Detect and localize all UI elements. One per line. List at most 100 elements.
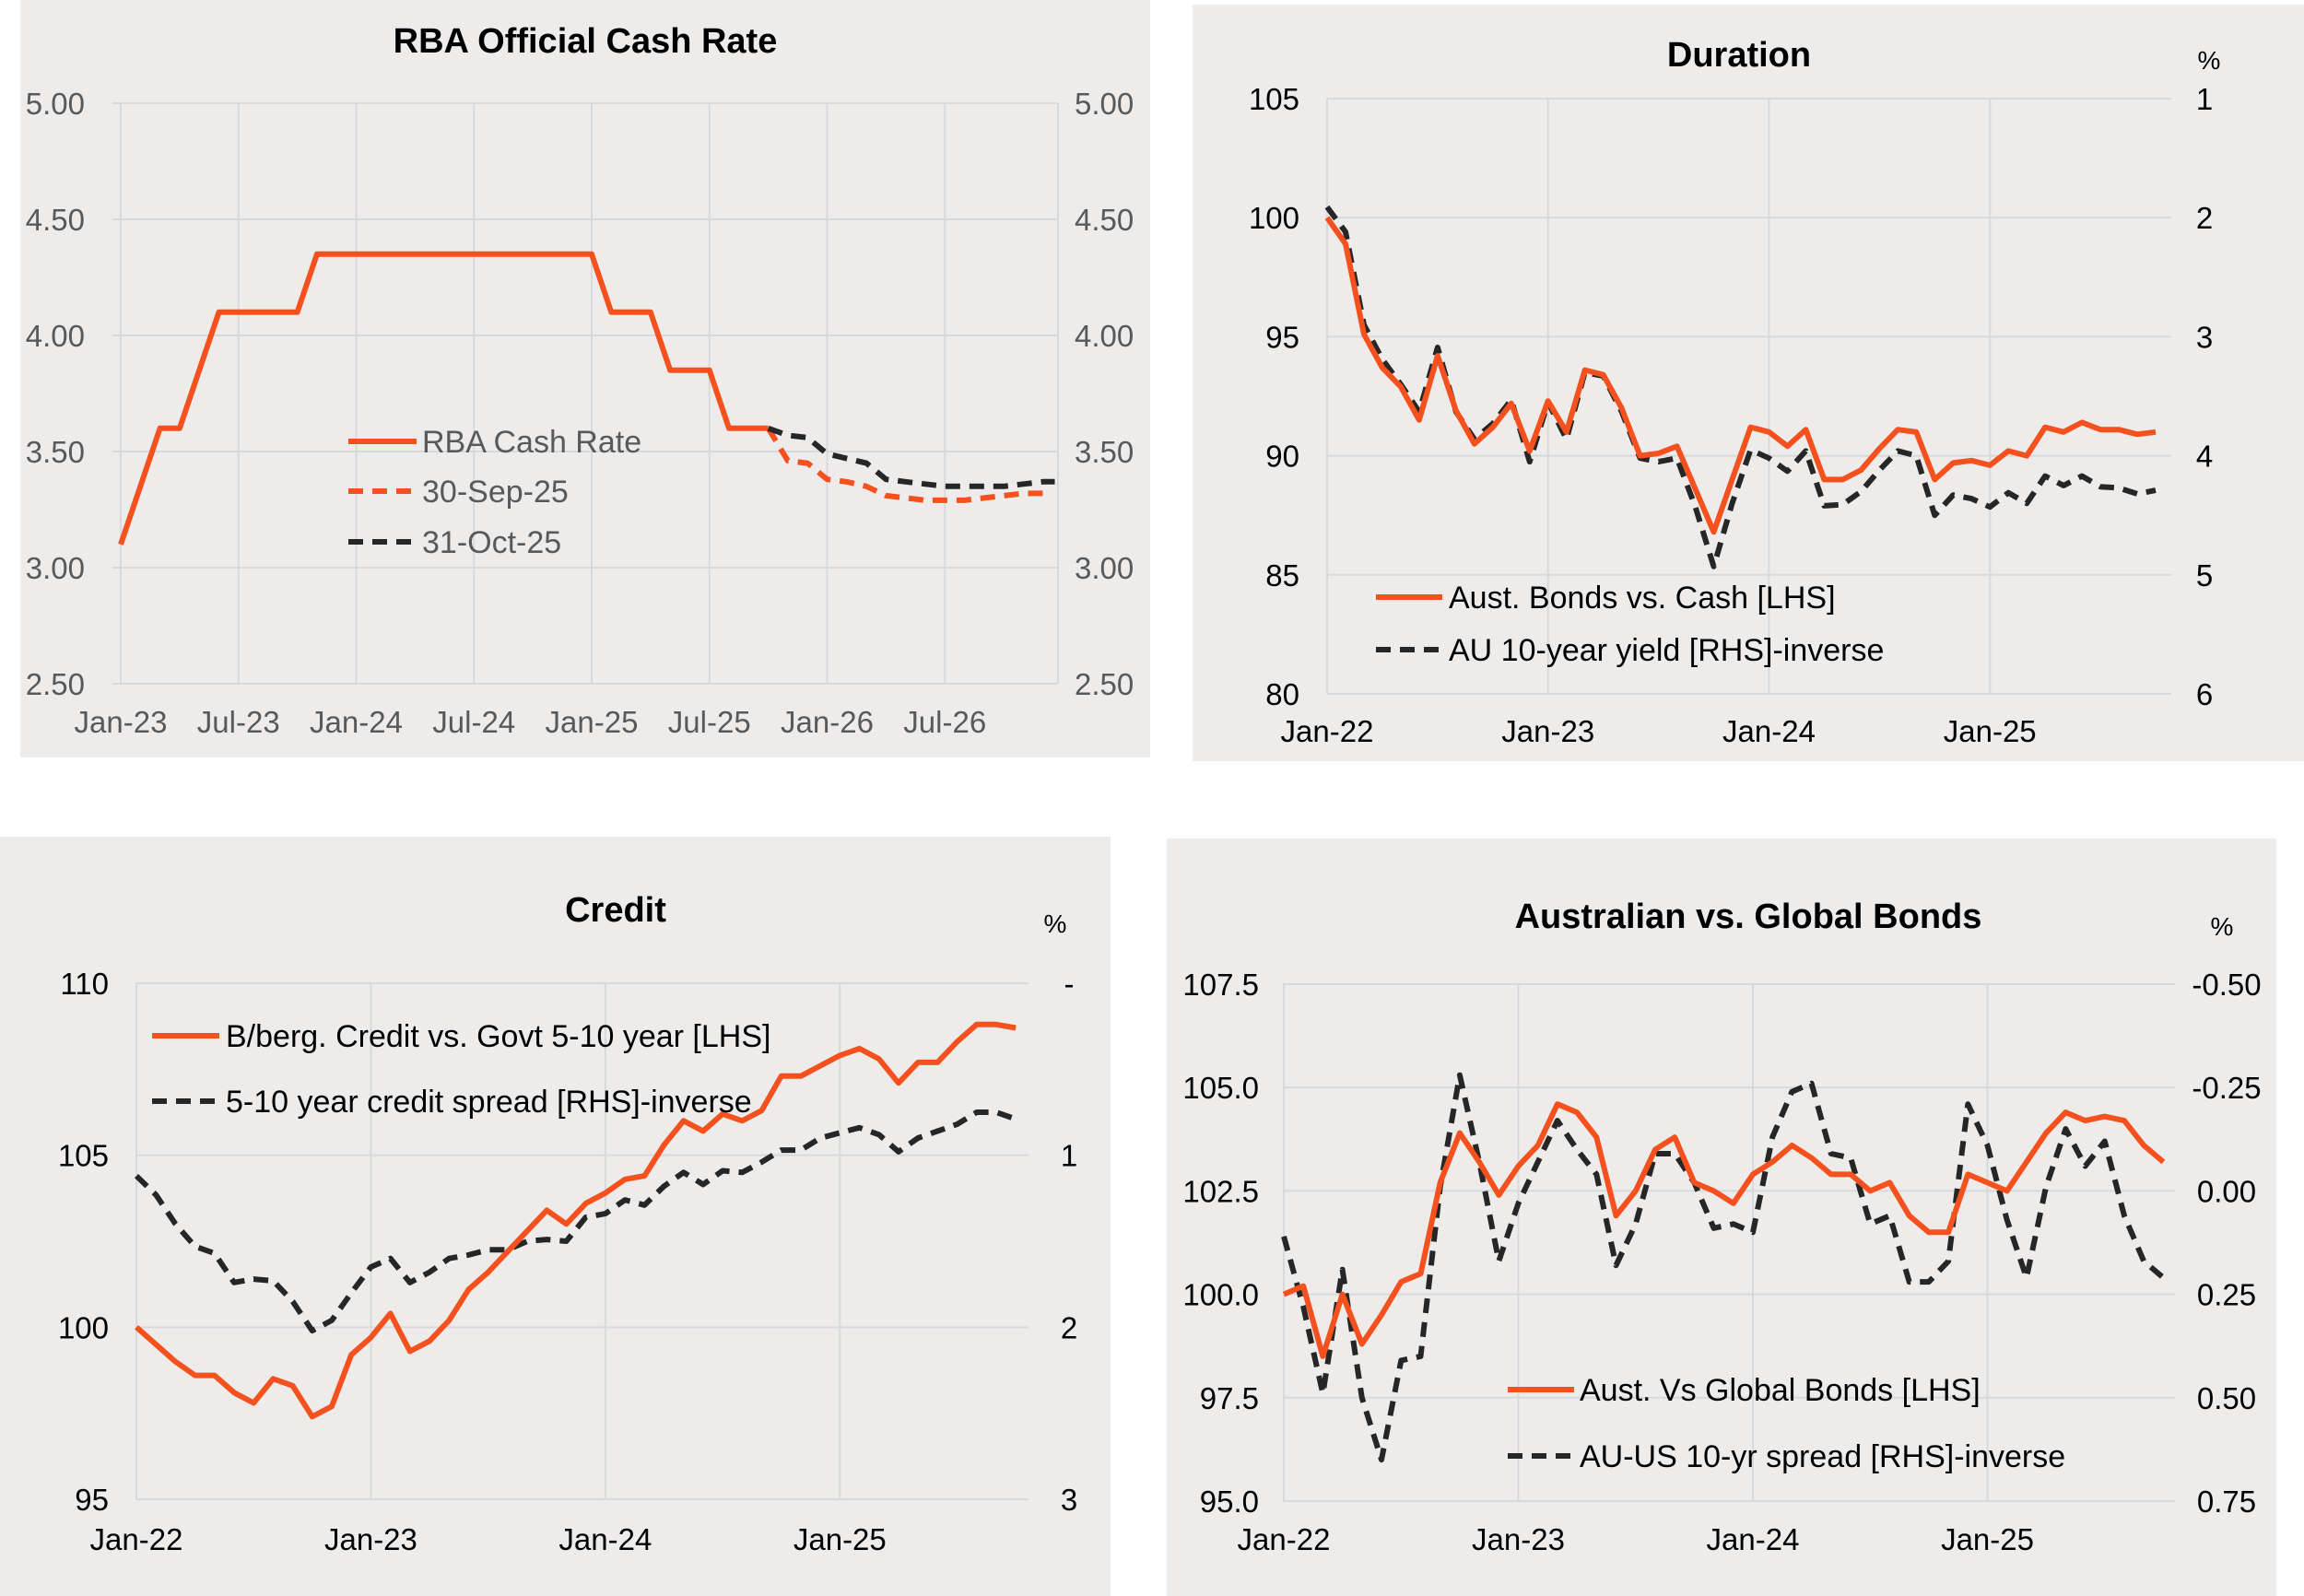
y-tick-label: 4.50 <box>26 203 85 237</box>
y-tick-label: 107.5 <box>1182 968 1259 1002</box>
y2-tick-label: 0.75 <box>2197 1485 2256 1519</box>
y-tick-label: 105.0 <box>1182 1071 1259 1105</box>
y2-tick-label: 3 <box>1061 1483 1077 1517</box>
aus-vs-global-bonds-chart: Australian vs. Global Bonds % 107.5 105.0… <box>1182 898 2261 1556</box>
x-tick-label: Jan-22 <box>1238 1522 1331 1556</box>
x-tick-label: Jan-24 <box>1707 1522 1800 1556</box>
series-line-31-oct-25 <box>767 425 1055 489</box>
y-tick-label: 100 <box>1249 201 1299 235</box>
y-tick-label: 5.00 <box>26 87 85 121</box>
chart-title: Credit <box>565 891 666 930</box>
y2-tick-label: 2 <box>1061 1310 1077 1344</box>
chart-title: Australian vs. Global Bonds <box>1515 898 1982 936</box>
duration-chart: Duration % 105 100 95 90 85 80 1 2 3 4 5 6 Jan-22 Jan… <box>1249 36 2221 748</box>
x-tick-label: Jan-24 <box>310 705 403 739</box>
series-line-au-us-10-yr-spread-rhs-inverse <box>1281 1072 2166 1463</box>
series-line-b-berg-credit-vs-govt-5-10-year-lhs <box>135 1021 1017 1420</box>
right-axis-unit: % <box>2211 912 2234 941</box>
y2-tick-label: -0.50 <box>2192 968 2261 1002</box>
rba-cash-rate-chart: RBA Official Cash Rate 5.00 4.50 4.00 3.50 3… <box>26 22 1134 739</box>
y2-tick-label: 4 <box>2196 440 2213 474</box>
series-line-aust-bonds-vs-cash-lhs <box>1324 216 2157 535</box>
series-line-au-10-year-yield-rhs-inverse <box>1324 205 2157 569</box>
y2-tick-label: 5 <box>2196 558 2213 593</box>
y-tick-label: 3.00 <box>26 551 85 585</box>
x-tick-label: Jan-25 <box>546 705 639 739</box>
right-axis-unit: % <box>1044 909 1067 938</box>
y2-tick-label: 3 <box>2196 320 2213 354</box>
rba-cash-rate-panel <box>20 0 1150 757</box>
series-line-5-10-year-credit-spread-rhs-inverse <box>134 1109 1017 1334</box>
legend: Aust. Vs Global Bonds [LHS] AU-US 10-yr … <box>1508 1373 2065 1474</box>
y-tick-label: 105 <box>58 1139 109 1173</box>
y-tick-label: 100.0 <box>1182 1278 1259 1312</box>
x-tick-label: Jul-26 <box>903 705 986 739</box>
x-tick-label: Jan-25 <box>793 1522 887 1556</box>
y-tick-label: 4.00 <box>26 319 85 353</box>
x-tick-label: Jul-24 <box>432 705 515 739</box>
y-tick-label: 90 <box>1265 440 1299 474</box>
y2-tick-label: 0.50 <box>2197 1381 2256 1415</box>
x-tick-label: Jan-24 <box>1722 714 1816 748</box>
series-line-aust-vs-global-bonds-lhs <box>1282 1101 2166 1359</box>
x-tick-label: Jan-22 <box>1281 714 1374 748</box>
legend-label: 5-10 year credit spread [RHS]-inverse <box>226 1085 752 1120</box>
y2-tick-label: 0.25 <box>2197 1278 2256 1312</box>
y-tick-label: 100 <box>58 1310 109 1344</box>
aus-vs-global-bonds-panel <box>1167 839 2276 1596</box>
chart-title: Duration <box>1667 36 1811 75</box>
y2-tick-label: 5.00 <box>1075 87 1134 121</box>
right-axis-unit: % <box>2198 46 2221 75</box>
x-tick-label: Jul-23 <box>197 705 280 739</box>
y-tick-label: 97.5 <box>1200 1381 1259 1415</box>
legend-label: AU 10-year yield [RHS]-inverse <box>1449 633 1884 668</box>
x-tick-label: Jan-23 <box>1472 1522 1565 1556</box>
y-tick-label: 80 <box>1265 677 1299 711</box>
y-tick-label: 105 <box>1249 82 1299 116</box>
y2-tick-label: 4.50 <box>1075 203 1134 237</box>
series-line-30-sep-25 <box>766 427 1043 503</box>
y-tick-label: 85 <box>1265 558 1299 593</box>
y2-tick-label: 0.00 <box>2197 1174 2256 1208</box>
legend-label: Aust. Vs Global Bonds [LHS] <box>1580 1373 1981 1408</box>
y-tick-label: 102.5 <box>1182 1174 1259 1208</box>
legend-label: RBA Cash Rate <box>422 425 641 460</box>
y2-tick-label: -0.25 <box>2192 1071 2261 1105</box>
y-tick-label: 110 <box>60 967 109 1001</box>
x-tick-label: Jan-24 <box>558 1522 652 1556</box>
legend-label: Aust. Bonds vs. Cash [LHS] <box>1449 581 1836 616</box>
legend: B/berg. Credit vs. Govt 5-10 year [LHS] … <box>152 1019 770 1120</box>
y-tick-label: 95 <box>1265 320 1299 354</box>
y2-tick-label: 1 <box>1061 1139 1077 1173</box>
x-tick-label: Jan-26 <box>781 705 874 739</box>
y2-tick-label: 3.00 <box>1075 551 1134 585</box>
y-tick-label: 95 <box>75 1483 109 1517</box>
duration-panel <box>1193 5 2304 761</box>
y-tick-label: 3.50 <box>26 435 85 469</box>
legend: Aust. Bonds vs. Cash [LHS] AU 10-year yi… <box>1376 581 1884 668</box>
y2-tick-label: 6 <box>2196 677 2213 711</box>
x-tick-label: Jan-25 <box>1944 714 2037 748</box>
legend-label: 30-Sep-25 <box>422 475 569 510</box>
x-tick-label: Jan-25 <box>1941 1522 2034 1556</box>
y-tick-label: 2.50 <box>26 667 85 701</box>
y-tick-label: 95.0 <box>1200 1485 1259 1519</box>
y2-tick-label: 3.50 <box>1075 435 1134 469</box>
y2-tick-label: 1 <box>2196 82 2213 116</box>
x-tick-label: Jan-23 <box>1501 714 1594 748</box>
series-line-rba-cash-rate <box>118 251 769 546</box>
y2-tick-label: 4.00 <box>1075 319 1134 353</box>
legend-label: B/berg. Credit vs. Govt 5-10 year [LHS] <box>226 1019 770 1054</box>
chart-title: RBA Official Cash Rate <box>394 22 778 61</box>
y2-tick-label: 2 <box>2196 201 2213 235</box>
y2-tick-label: - <box>1064 967 1075 1001</box>
legend-label: 31-Oct-25 <box>422 525 561 560</box>
x-tick-label: Jan-23 <box>324 1522 417 1556</box>
credit-chart: Credit % 110 105 100 95 - 1 2 3 Jan-22 Jan-23 Jan-… <box>58 891 1077 1556</box>
legend-label: AU-US 10-yr spread [RHS]-inverse <box>1580 1439 2065 1474</box>
x-tick-label: Jul-25 <box>668 705 751 739</box>
legend: RBA Cash Rate 30-Sep-25 31-Oct-25 <box>348 425 641 560</box>
x-tick-label: Jan-22 <box>90 1522 183 1556</box>
y2-tick-label: 2.50 <box>1075 667 1134 701</box>
